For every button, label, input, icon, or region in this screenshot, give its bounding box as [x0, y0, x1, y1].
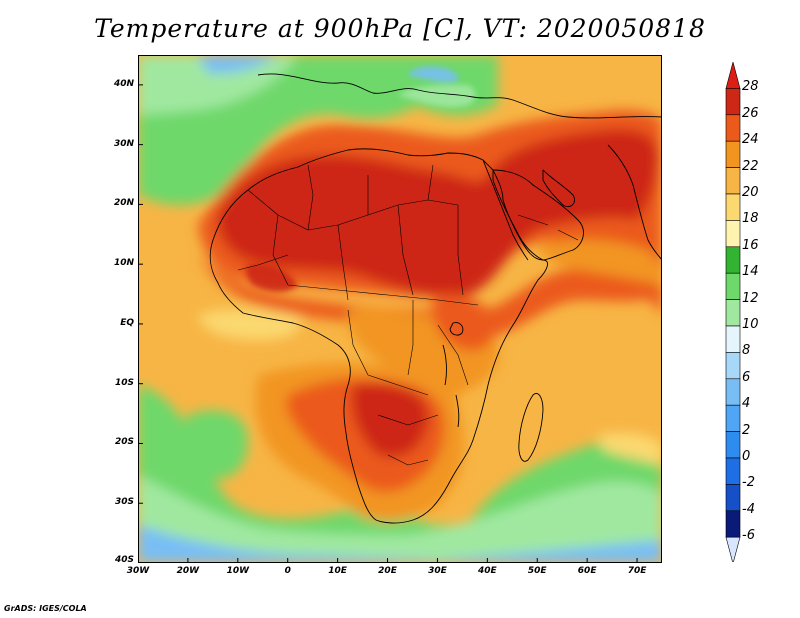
colorbar-level-label: 4 — [742, 396, 751, 412]
lat-label: 10N — [113, 258, 134, 269]
colorbar-level-label: 6 — [742, 369, 751, 385]
field-gulf-guinea-20 — [198, 309, 301, 340]
country-borders — [237, 164, 579, 466]
colorbar-segment — [725, 114, 741, 142]
lake-tanganyika — [442, 344, 447, 386]
field-southern-ocean-light — [138, 475, 662, 563]
arabia-coastline — [492, 169, 584, 261]
colorbar-segment — [725, 431, 741, 459]
lat-label: 20N — [113, 198, 134, 209]
lake-victoria — [449, 322, 464, 336]
lat-label: 30N — [113, 138, 134, 149]
colorbar-segment — [725, 193, 741, 221]
field-east-africa-26 — [432, 293, 496, 351]
persian-gulf-coastline — [542, 169, 575, 208]
colorbar-segment — [725, 510, 741, 538]
colorbar-segment — [725, 140, 741, 168]
colorbar-segment — [725, 484, 741, 512]
colorbar-level-label: -6 — [742, 528, 755, 544]
coastlines — [209, 73, 662, 524]
colorbar-level-label: 28 — [742, 79, 759, 95]
field-southern-africa-28 — [351, 383, 429, 458]
colorbar-level-label: 16 — [742, 237, 759, 253]
lat-label: 30S — [114, 497, 134, 508]
field-north-blue — [198, 55, 278, 74]
colorbar-segment — [725, 378, 741, 406]
colorbar-segment — [725, 457, 741, 485]
lon-label: 70E — [627, 566, 647, 576]
red-sea-coastline — [482, 159, 529, 261]
lon-label: 20W — [176, 566, 200, 576]
lon-label: 20E — [378, 566, 397, 576]
lat-label: EQ — [120, 317, 134, 328]
field-sahara-28 — [217, 129, 658, 296]
field-med-cool — [398, 85, 476, 107]
colorbar-segment — [725, 325, 741, 353]
colorbar-segment — [725, 299, 741, 327]
field-indian-ocean-22 — [598, 433, 662, 465]
colorbar-top-triangle — [725, 62, 741, 89]
field-north-atlantic-light — [138, 55, 298, 115]
europe-coastline — [257, 73, 662, 119]
map-title: Temperature at 900hPa [C], VT: 202005081… — [94, 14, 706, 43]
colorbar-segment — [725, 404, 741, 432]
grads-credit: GrADS: IGES/COLA — [4, 604, 87, 613]
lon-label: 10E — [328, 566, 347, 576]
lat-label: 40S — [114, 555, 134, 565]
africa-coastline — [209, 148, 549, 524]
lon-label: 30W — [126, 566, 150, 576]
lon-label: 30E — [428, 566, 447, 576]
colorbar — [725, 62, 741, 562]
colorbar-level-label: -4 — [742, 501, 755, 517]
map-panel — [138, 55, 662, 563]
colorbar-level-label: 12 — [742, 290, 759, 306]
field-med-blue — [408, 66, 459, 83]
colorbar-segment — [725, 272, 741, 300]
lon-label: 0 — [284, 566, 291, 576]
colorbar-level-label: 22 — [742, 158, 759, 174]
india-coastline — [607, 144, 662, 261]
madagascar-coastline — [518, 392, 544, 462]
lake-malawi — [455, 394, 460, 428]
lat-label: 10S — [114, 377, 134, 388]
colorbar-level-label: 10 — [742, 317, 759, 332]
lon-label: 50E — [527, 566, 547, 576]
lon-label: 40E — [477, 566, 497, 576]
lon-label: 10W — [226, 566, 250, 576]
colorbar-segment — [725, 220, 741, 248]
colorbar-level-label: 18 — [742, 211, 759, 227]
axis-ticks — [138, 84, 638, 563]
field-west-africa-hotspot — [245, 263, 298, 292]
colorbar-segment — [725, 246, 741, 274]
lat-label: 20S — [114, 437, 134, 448]
lon-label: 60E — [577, 566, 597, 576]
lat-label: 40N — [113, 78, 134, 89]
field-south-atlantic-green — [183, 410, 248, 479]
colorbar-level-label: 26 — [742, 105, 759, 121]
colorbar-bottom-triangle — [725, 536, 741, 562]
field-southern-ocean-blue — [138, 525, 662, 563]
colorbar-segment — [725, 352, 741, 380]
colorbar-level-label: 2 — [742, 422, 751, 438]
colorbar-level-label: 24 — [742, 132, 759, 148]
temperature-map — [138, 55, 662, 563]
colorbar-segment — [725, 88, 741, 116]
colorbar-level-label: 20 — [742, 185, 759, 200]
colorbar-level-label: 0 — [742, 449, 751, 464]
colorbar-level-label: 8 — [742, 343, 751, 359]
colorbar-level-label: 14 — [742, 264, 759, 280]
colorbar-level-label: -2 — [742, 475, 755, 491]
colorbar-segment — [725, 167, 741, 195]
map-frame — [138, 55, 662, 563]
